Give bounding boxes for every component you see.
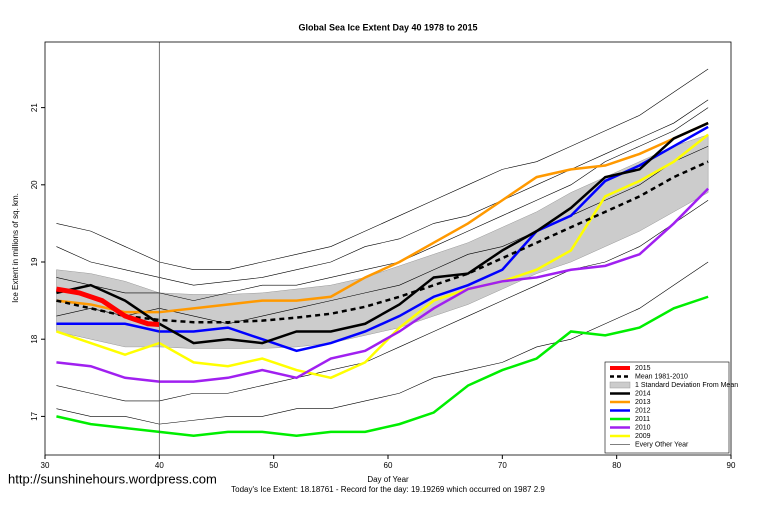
x-tick-label: 60 [384, 461, 393, 470]
legend-label: 2013 [635, 399, 651, 406]
y-tick-label: 19 [30, 257, 39, 266]
series-line [56, 295, 709, 437]
other-year-line [56, 145, 709, 325]
footnote: Today's Ice Extent: 18.18761 - Record fo… [231, 485, 545, 494]
y-tick-label: 17 [30, 411, 39, 420]
x-axis-label: Day of Year [367, 475, 409, 484]
series-line [56, 121, 709, 314]
chart-title: Global Sea Ice Extent Day 40 1978 to 201… [298, 22, 477, 32]
series-line [56, 125, 709, 353]
mean-line [56, 160, 709, 324]
legend-label: Every Other Year [635, 441, 689, 448]
legend-label: 2010 [635, 424, 651, 431]
other-year-line [56, 200, 709, 402]
y-tick-label: 18 [30, 334, 39, 343]
legend-swatch [609, 381, 631, 389]
watermark: http://sunshinehours.wordpress.com [8, 471, 217, 486]
x-tick-label: 90 [727, 461, 736, 470]
series-line [56, 187, 710, 383]
x-tick-label: 80 [612, 461, 621, 470]
legend-label: 2014 [635, 390, 651, 397]
std-band [56, 134, 709, 349]
y-tick-label: 21 [30, 103, 39, 112]
x-tick-label: 50 [269, 461, 278, 470]
x-tick-label: 70 [498, 461, 507, 470]
x-tick-label: 30 [41, 461, 50, 470]
current-line [56, 286, 160, 328]
other-year-line [56, 261, 709, 425]
y-axis-label: Ice Extent in millions of sq. km. [11, 193, 20, 303]
x-tick-label: 40 [155, 461, 164, 470]
y-tick-label: 20 [30, 180, 39, 189]
series-line [56, 133, 709, 380]
legend-label: 2012 [635, 407, 651, 414]
legend-label: Mean 1981-2010 [635, 373, 688, 380]
legend-label: 2011 [635, 416, 650, 423]
legend-label: 2009 [635, 433, 651, 440]
legend-label: 1 Standard Deviation From Mean [635, 382, 738, 389]
legend-label: 2015 [635, 365, 651, 372]
series-line [56, 121, 709, 345]
other-year-line [56, 68, 709, 271]
other-year-line [56, 99, 709, 286]
